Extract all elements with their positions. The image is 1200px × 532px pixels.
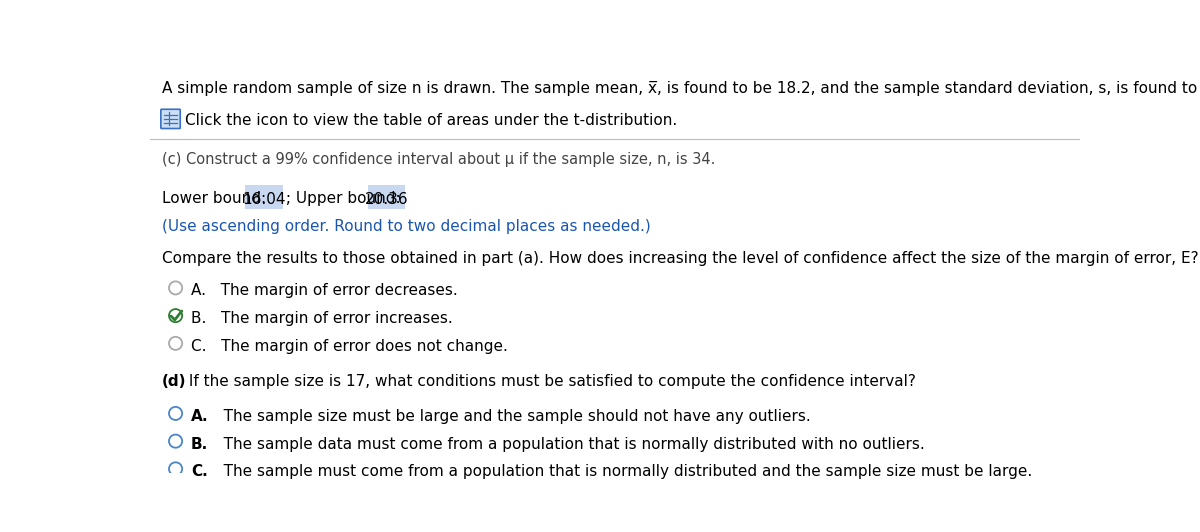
Text: The sample size must be large and the sample should not have any outliers.: The sample size must be large and the sa… (209, 409, 811, 424)
Text: (c) Construct a 99% confidence interval about μ if the sample size, n, is 34.: (c) Construct a 99% confidence interval … (162, 152, 715, 168)
Text: A simple random sample of size n is drawn. The sample mean, x̅, is found to be 1: A simple random sample of size n is draw… (162, 81, 1200, 96)
Text: A.   The margin of error decreases.: A. The margin of error decreases. (191, 283, 458, 298)
Text: Click the icon to view the table of areas under the t-distribution.: Click the icon to view the table of area… (185, 113, 677, 128)
Text: 20.36: 20.36 (365, 192, 408, 206)
Text: Compare the results to those obtained in part (a). How does increasing the level: Compare the results to those obtained in… (162, 251, 1199, 266)
Text: A.: A. (191, 409, 209, 424)
FancyBboxPatch shape (245, 185, 282, 209)
FancyBboxPatch shape (367, 185, 404, 209)
Text: B.: B. (191, 437, 209, 452)
Text: If the sample size is 17, what conditions must be satisfied to compute the confi: If the sample size is 17, what condition… (184, 374, 916, 389)
Text: B.   The margin of error increases.: B. The margin of error increases. (191, 311, 452, 326)
Text: 16.04: 16.04 (242, 192, 286, 206)
FancyBboxPatch shape (161, 109, 180, 129)
Text: C.   The margin of error does not change.: C. The margin of error does not change. (191, 339, 508, 354)
Text: C.: C. (191, 464, 208, 479)
Text: (d): (d) (162, 374, 186, 389)
Text: (Use ascending order. Round to two decimal places as needed.): (Use ascending order. Round to two decim… (162, 219, 650, 234)
Text: Lower bound:: Lower bound: (162, 191, 271, 206)
Text: The sample data must come from a population that is normally distributed with no: The sample data must come from a populat… (209, 437, 925, 452)
Text: ; Upper bound:: ; Upper bound: (281, 191, 406, 206)
Text: The sample must come from a population that is normally distributed and the samp: The sample must come from a population t… (209, 464, 1032, 479)
